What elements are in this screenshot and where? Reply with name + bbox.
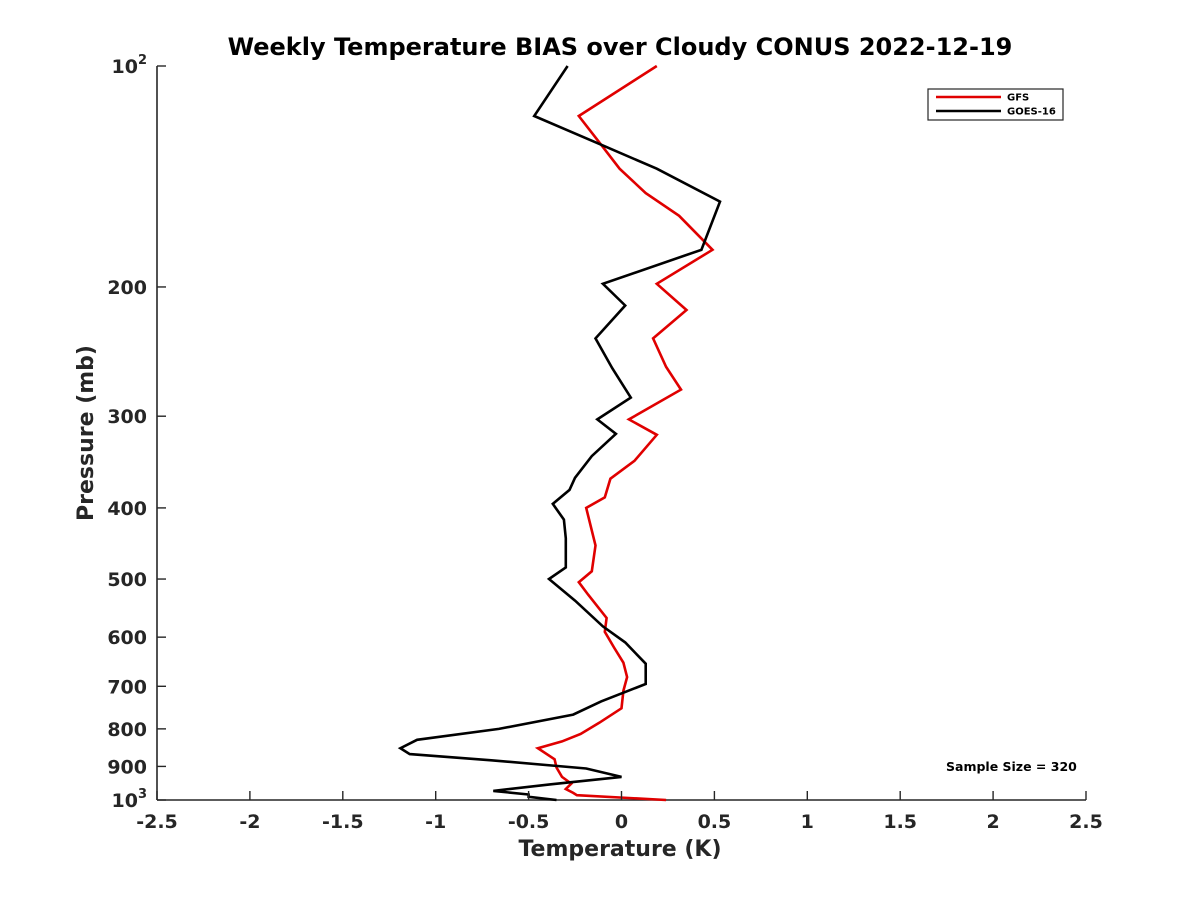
- chart-title: Weekly Temperature BIAS over Cloudy CONU…: [228, 33, 1013, 61]
- y-tick-label: 500: [107, 569, 147, 591]
- axes-box: [157, 66, 1086, 800]
- y-axis-label: Pressure (mb): [74, 345, 99, 521]
- x-tick-label: 2.5: [1069, 811, 1103, 833]
- y-tick-label: 700: [107, 676, 147, 698]
- sample-size-annotation: Sample Size = 320: [946, 759, 1077, 774]
- y-tick-label: 200: [107, 277, 147, 299]
- x-tick-label: 1: [801, 811, 814, 833]
- series-layer: [397, 64, 722, 802]
- x-tick-label: -2.5: [136, 811, 178, 833]
- y-tick-label: 400: [107, 498, 147, 520]
- plot-area: [156, 64, 1086, 802]
- y-tick-label: 600: [107, 627, 147, 649]
- y-tick-label: 900: [107, 756, 147, 778]
- x-tick-label: 1.5: [883, 811, 917, 833]
- x-tick-label: 0: [615, 811, 628, 833]
- legend: GFS GOES-16: [927, 88, 1064, 121]
- series-line-goes-16: [397, 65, 722, 802]
- x-tick-label: -1.5: [322, 811, 364, 833]
- y-axis-ticks: 102 200 300 400 500 600 700 800 900 103: [107, 53, 166, 812]
- x-tick-label: -1: [425, 811, 446, 833]
- series-line-gfs: [534, 64, 715, 802]
- y-tick-label: 103: [112, 787, 148, 812]
- x-tick-label: 2: [986, 811, 999, 833]
- y-tick-label: 800: [107, 719, 147, 741]
- legend-label-gfs: GFS: [1007, 93, 1029, 104]
- x-axis-label: Temperature (K): [518, 837, 721, 862]
- x-tick-label: -0.5: [508, 811, 550, 833]
- y-tick-label: 102: [112, 53, 148, 78]
- legend-box: [927, 88, 1064, 121]
- y-tick-label: 300: [107, 406, 147, 428]
- x-tick-label: 0.5: [698, 811, 732, 833]
- legend-label-goes-16: GOES-16: [1007, 107, 1056, 118]
- x-axis-ticks: -2.5 -2 -1.5 -1 -0.5 0 0.5 1 1.5 2 2.5: [136, 791, 1103, 833]
- x-tick-label: -2: [239, 811, 260, 833]
